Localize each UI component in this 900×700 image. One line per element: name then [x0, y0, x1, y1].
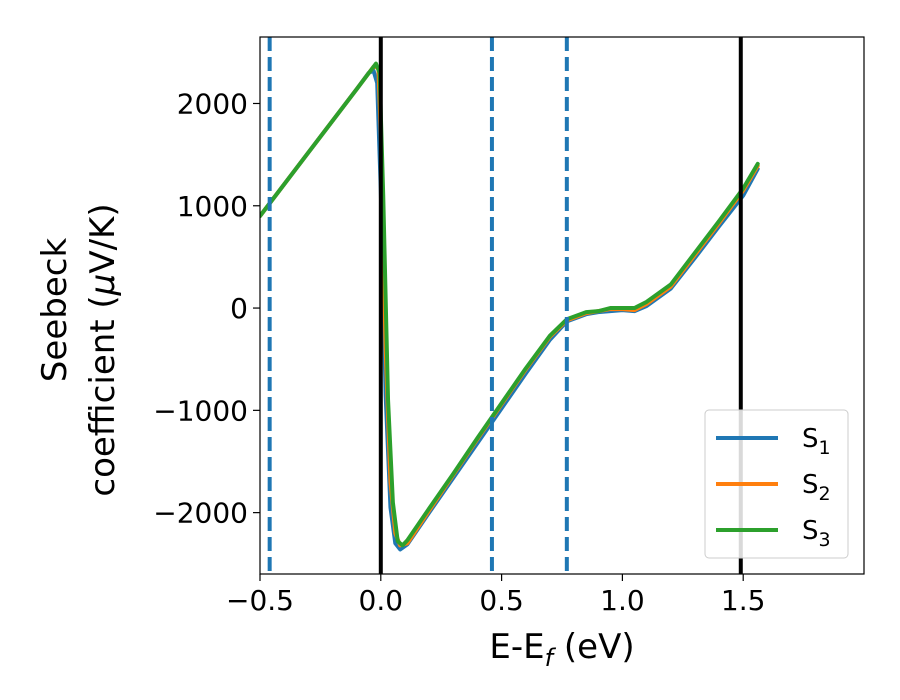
x-axis-title: E-Ef (eV) — [489, 627, 634, 672]
legend-label-s1: S1 — [802, 424, 831, 459]
x-tick-label: 0.0 — [359, 584, 404, 617]
axis-ticks: −0.5 0.0 0.5 1.0 1.5 −2000 −1000 0 1000 2000 — [153, 87, 765, 617]
y-tick-label: 1000 — [177, 190, 248, 223]
x-tick-label: 0.5 — [479, 584, 524, 617]
y-tick-label: −1000 — [153, 394, 248, 427]
legend: S1 S2 S3 — [704, 409, 849, 559]
y-tick-label: −2000 — [153, 497, 248, 530]
x-tick-label: 1.5 — [721, 584, 766, 617]
reference-lines-layer — [267, 37, 743, 574]
legend-label-s3: S3 — [802, 516, 831, 551]
x-tick-label: 1.0 — [600, 584, 645, 617]
y-axis-title-line2: coefficient (μV/K) — [83, 203, 123, 496]
series-line-s3 — [260, 61, 760, 548]
series-layer — [260, 61, 760, 552]
y-tick-label: 2000 — [177, 87, 248, 120]
plot-area-frame — [259, 36, 865, 575]
y-axis-title-line1: Seebeck — [35, 238, 75, 383]
series-line-s2 — [260, 64, 760, 548]
y-tick-label: 0 — [230, 292, 248, 325]
series-line-s1 — [260, 68, 760, 552]
x-tick-label: −0.5 — [226, 584, 294, 617]
legend-label-s2: S2 — [802, 470, 831, 505]
